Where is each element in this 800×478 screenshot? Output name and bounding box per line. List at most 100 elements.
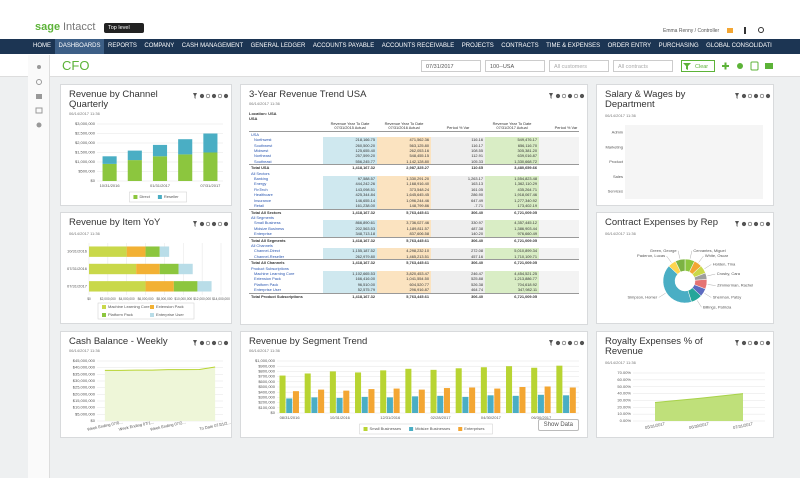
icon[interactable] <box>205 221 211 227</box>
table-row: Product Subscriptions <box>249 266 579 271</box>
nav-item[interactable]: DASHBOARDS <box>55 39 104 54</box>
nav-item[interactable]: GENERAL LEDGER <box>250 43 306 49</box>
table-row: Energy 444,242.26 1,168,916.40 163.13 1,362,… <box>249 181 579 187</box>
icon[interactable] <box>35 107 43 114</box>
title-row: CFO <box>0 54 800 77</box>
icon[interactable] <box>36 122 42 128</box>
icon[interactable] <box>747 340 753 346</box>
icon[interactable] <box>758 27 764 33</box>
nav-item[interactable]: REPORTS <box>107 43 137 49</box>
icon[interactable] <box>36 94 42 99</box>
icon[interactable] <box>561 340 567 346</box>
icon[interactable] <box>567 340 573 346</box>
bar <box>178 154 193 181</box>
user-name[interactable]: Emma Renny / Controller <box>663 28 720 34</box>
icon[interactable] <box>759 340 765 346</box>
nav-item[interactable]: COMPANY <box>144 43 175 49</box>
icon[interactable] <box>579 93 585 99</box>
nav-item[interactable]: ACCOUNTS RECEIVABLE <box>381 43 455 49</box>
table-cell: 837,606.58 <box>377 231 431 238</box>
icon[interactable] <box>765 340 771 346</box>
y-tick-label: 40.00% <box>617 391 631 396</box>
icon[interactable] <box>765 93 771 99</box>
nav-item[interactable]: PURCHASING <box>658 43 699 49</box>
location-select[interactable]: 100--USA <box>485 60 545 72</box>
icon[interactable] <box>555 93 561 99</box>
icon[interactable] <box>735 221 739 227</box>
table-cell: 347,982.11 <box>485 287 539 294</box>
icon[interactable] <box>765 63 773 69</box>
icon[interactable] <box>741 340 747 346</box>
icon[interactable] <box>217 221 223 227</box>
nav-item[interactable]: PROJECTS <box>461 43 494 49</box>
icon[interactable] <box>199 221 205 227</box>
icon[interactable] <box>193 340 197 346</box>
icon[interactable] <box>753 93 759 99</box>
icon[interactable] <box>753 221 759 227</box>
icon[interactable] <box>561 93 567 99</box>
icon[interactable] <box>549 340 553 346</box>
icon[interactable] <box>759 93 765 99</box>
icon[interactable] <box>199 93 205 99</box>
bar <box>152 144 168 157</box>
contract-select[interactable]: All contracts <box>613 60 673 72</box>
icon[interactable] <box>741 221 747 227</box>
icon[interactable] <box>573 340 579 346</box>
icon[interactable] <box>223 221 229 227</box>
nav-item[interactable]: ACCOUNTS PAYABLE <box>312 43 375 49</box>
icon[interactable] <box>750 61 759 71</box>
icon[interactable] <box>36 79 42 85</box>
bar <box>412 396 419 413</box>
icon[interactable] <box>211 340 217 346</box>
icon[interactable] <box>765 221 771 227</box>
icon[interactable] <box>573 93 579 99</box>
icon[interactable] <box>747 93 753 99</box>
bar <box>512 395 519 413</box>
icon[interactable] <box>735 93 739 99</box>
icon[interactable] <box>555 340 561 346</box>
bar <box>286 398 293 413</box>
y-tick-label: 70.00% <box>617 370 631 375</box>
icon[interactable] <box>37 65 41 69</box>
icon[interactable] <box>193 221 197 227</box>
icon[interactable] <box>549 93 553 99</box>
icon[interactable] <box>205 93 211 99</box>
table-cell: 16.61 <box>539 236 579 243</box>
nav-item[interactable]: CONTRACTS <box>501 43 539 49</box>
nav-item[interactable]: HOME <box>33 43 51 49</box>
entity-dropdown[interactable]: Top level <box>104 23 144 33</box>
nav-item[interactable]: ORDER ENTRY <box>607 43 652 49</box>
icon[interactable] <box>747 221 753 227</box>
date-input[interactable]: 07/31/2017 <box>421 60 481 72</box>
show-data-button[interactable]: Show Data <box>537 419 579 431</box>
icon[interactable] <box>211 221 217 227</box>
icon[interactable] <box>724 62 727 70</box>
icon[interactable] <box>211 93 217 99</box>
nav-item[interactable]: CASH MANAGEMENT <box>181 43 244 49</box>
bar <box>173 281 198 292</box>
icon[interactable] <box>199 340 205 346</box>
icon[interactable] <box>193 93 197 99</box>
y-tick-label: $40,000,000 <box>73 365 96 370</box>
bar <box>136 263 160 275</box>
icon[interactable] <box>217 93 223 99</box>
nav-item[interactable]: GLOBAL CONSOLIDATI <box>706 43 772 49</box>
bar <box>145 281 174 292</box>
icon[interactable] <box>223 340 229 346</box>
icon[interactable] <box>744 27 746 34</box>
icon[interactable] <box>205 340 211 346</box>
icon[interactable] <box>567 93 573 99</box>
icon[interactable] <box>217 340 223 346</box>
icon[interactable] <box>727 28 733 33</box>
icon[interactable] <box>759 221 765 227</box>
icon[interactable] <box>753 340 759 346</box>
nav-item[interactable]: TIME & EXPENSES <box>546 43 601 49</box>
icon[interactable] <box>737 63 743 69</box>
icon[interactable] <box>223 93 229 99</box>
customer-select[interactable]: All customers <box>549 60 609 72</box>
icon[interactable] <box>735 340 739 346</box>
table-cell: 16.71 <box>539 253 579 260</box>
icon[interactable] <box>579 340 585 346</box>
icon[interactable] <box>741 93 747 99</box>
